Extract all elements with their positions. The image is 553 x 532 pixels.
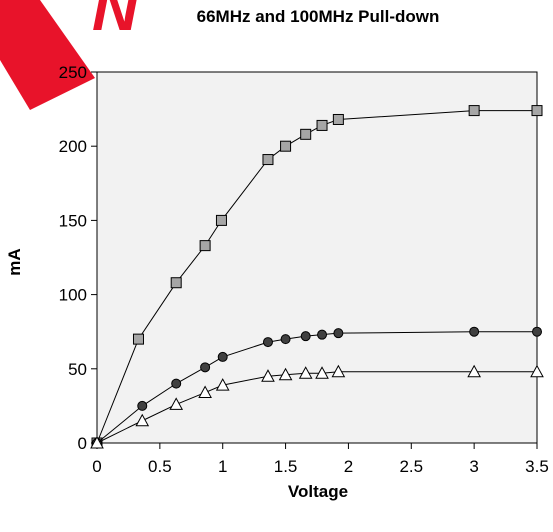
y-tick-label: 150 [59, 211, 87, 230]
series-line [96, 331, 537, 444]
x-tick-label: 1.5 [274, 457, 298, 476]
x-tick-label: 0 [92, 457, 101, 476]
y-tick-label: 250 [59, 63, 87, 82]
data-point-circle [200, 362, 211, 373]
series-line [96, 110, 537, 444]
x-tick-label: 1 [218, 457, 227, 476]
data-point-triangle [135, 413, 150, 427]
data-point-square [170, 277, 182, 289]
y-tick-label: 200 [59, 137, 87, 156]
data-point-square [215, 214, 227, 226]
data-point-square [280, 140, 292, 152]
data-point-circle [333, 328, 344, 339]
data-point-circle [171, 378, 182, 389]
plot-area [96, 71, 538, 444]
y-axis-title: mA [5, 248, 24, 275]
data-point-square [132, 333, 144, 345]
data-point-triangle [331, 364, 346, 378]
data-point-circle [300, 331, 311, 342]
data-point-triangle [261, 369, 275, 382]
series-square [91, 105, 543, 449]
data-point-circle [137, 400, 148, 411]
x-tick-label: 2.5 [399, 457, 423, 476]
data-point-square [316, 119, 328, 131]
x-tick-label: 0.5 [148, 457, 172, 476]
series-triangle [90, 364, 544, 449]
data-point-circle [217, 351, 228, 362]
data-point-circle [317, 329, 328, 340]
data-point-triangle [467, 364, 481, 378]
data-point-square [199, 240, 211, 252]
series-line [96, 371, 537, 444]
data-point-triangle [278, 367, 293, 381]
series-layer [90, 105, 544, 449]
data-point-triangle [198, 385, 212, 399]
watermark-logo: N [0, 0, 140, 110]
data-point-triangle [215, 378, 230, 391]
data-point-circle [469, 326, 480, 337]
x-axis-title: Voltage [288, 482, 348, 501]
data-point-circle [532, 326, 542, 337]
y-tick-label: 50 [68, 360, 87, 379]
data-point-square [531, 105, 543, 117]
data-point-circle [262, 337, 273, 348]
data-point-triangle [530, 364, 544, 378]
watermark-mark [0, 0, 95, 110]
data-point-square [332, 113, 344, 125]
x-tick-label: 2 [344, 457, 353, 476]
data-point-triangle [169, 397, 184, 410]
x-tick-label: 3 [469, 457, 478, 476]
data-point-square [468, 105, 480, 117]
watermark-text: N [92, 0, 140, 44]
data-point-triangle [298, 366, 313, 379]
data-point-triangle [90, 435, 104, 449]
x-axis: 0 0.5 1 1.5 2 2.5 3 3.5 [92, 443, 549, 476]
data-point-square [300, 128, 312, 140]
data-point-triangle [315, 366, 329, 379]
data-point-square [262, 154, 274, 166]
chart-title: 66MHz and 100MHz Pull-down [197, 7, 440, 26]
data-point-circle [280, 334, 291, 345]
y-tick-label: 100 [59, 286, 87, 305]
y-axis: 0 50 100 150 200 250 [59, 63, 97, 453]
x-tick-label: 3.5 [525, 457, 549, 476]
y-tick-label: 0 [78, 434, 87, 453]
